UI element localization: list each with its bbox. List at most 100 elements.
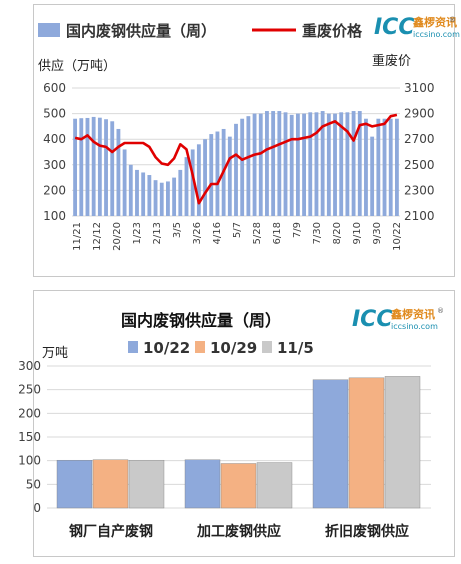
supply-bar [277,111,282,216]
category-label: 折旧废钢供应 [325,523,409,540]
y-tick-left: 300 [43,158,66,172]
supply-bar [382,118,387,216]
legend-swatch [262,341,272,353]
supply-bar [246,116,251,216]
breakdown-bar [312,379,349,509]
breakdown-bar [220,463,257,509]
x-tick-label: 5/28 [252,222,263,244]
svg-text:ICC: ICC [352,307,392,332]
svg-text:®: ® [449,16,456,24]
supply-bar [308,112,313,216]
y-tick: 300 [18,359,41,373]
supply-bar [128,164,133,216]
breakdown-bar [56,459,93,509]
y-tick: 0 [33,501,41,515]
x-tick-label: 1/23 [132,222,143,244]
supply-price-chart: 国内废钢供应量（周） 重废价格 ICC 鑫椤资讯 iccsino.com ® 供… [38,15,460,251]
y-tick: 250 [18,383,41,397]
supply-bar [73,118,78,216]
y-tick-left: 600 [43,81,66,95]
breakdown-bar [384,376,421,509]
supply-bar [159,182,164,216]
x-tick-label: 9/10 [352,222,363,244]
supply-bar [376,118,381,216]
breakdown-bar [128,459,165,509]
x-tick-label: 10/22 [392,222,403,251]
supply-bar [209,134,214,216]
category-label: 钢厂自产废钢 [69,523,153,540]
supply-breakdown-chart-panel [33,290,455,557]
y-tick-right: 2500 [404,158,435,172]
supply-bar [351,111,356,216]
y-tick: 200 [18,406,41,420]
supply-bar [122,149,127,216]
y-tick-left: 200 [43,183,66,197]
x-tick-label: 7/9 [292,222,303,238]
svg-text:鑫椤资讯: 鑫椤资讯 [412,15,457,29]
y-tick-right: 2100 [404,209,435,223]
supply-bar [364,118,368,216]
y-tick: 100 [18,454,41,468]
supply-bar [91,116,96,216]
legend-swatch [195,341,205,353]
supply-bar [97,117,102,216]
supply-bar [178,169,183,216]
supply-bar [302,113,306,216]
supply-bar [234,123,238,216]
supply-bar [271,111,276,216]
supply-bar [295,113,300,216]
supply-bar [240,118,245,216]
breakdown-bar [348,377,385,509]
breakdown-bar [92,459,129,509]
y-tick-right: 2900 [404,107,435,121]
y-tick: 150 [18,430,41,444]
x-tick-label: 6/18 [272,222,283,244]
breakdown-bar [256,462,293,509]
legend-label-supply: 国内废钢供应量（周） [66,22,216,40]
y-tick: 50 [26,477,41,491]
x-tick-label: 3/5 [172,222,183,238]
supply-bar [172,177,177,216]
supply-bar [339,112,344,216]
supply-bar [314,112,319,216]
y-axis-left-title: 供应（万吨） [38,58,116,74]
legend-label: 10/22 [143,339,190,357]
supply-bar [116,128,121,216]
supply-bar [388,118,393,216]
brand-logo-top: ICC 鑫椤资讯 iccsino.com ® [374,15,460,40]
svg-text:ICC: ICC [374,15,414,40]
legend-label: 10/29 [210,339,257,357]
supply-bar [166,181,170,216]
supply-bar [215,131,220,216]
y-tick-right: 3100 [404,81,435,95]
supply-bar [110,121,115,216]
x-tick-label: 9/30 [372,222,383,244]
supply-bar [333,113,337,216]
x-tick-label: 8/20 [332,222,343,244]
supply-bar [227,136,232,216]
supply-bar [252,113,257,216]
x-tick-label: 11/21 [72,222,83,251]
supply-bar [79,118,84,216]
supply-bar [258,113,263,216]
x-tick-label: 2/13 [152,222,163,244]
svg-text:鑫椤资讯: 鑫椤资讯 [390,307,435,321]
y-tick-left: 500 [43,107,66,121]
legend-label-price: 重废价格 [302,22,363,40]
supply-bar [265,111,269,216]
y-tick-right: 2300 [404,183,435,197]
x-tick-label: 4/16 [212,222,223,244]
x-tick-label: 12/12 [92,222,103,251]
supply-bar [184,157,189,216]
supply-bar [147,175,152,216]
chart-title: 国内废钢供应量（周） [121,311,281,330]
legend-swatch-supply [38,23,60,37]
svg-text:iccsino.com: iccsino.com [413,30,460,39]
supply-bar [289,114,294,216]
svg-text:®: ® [437,307,444,315]
supply-bar [135,169,139,216]
x-tick-label: 3/26 [192,222,203,244]
svg-text:iccsino.com: iccsino.com [391,322,438,331]
x-tick-label: 7/30 [312,222,323,244]
y-tick-left: 100 [43,209,66,223]
